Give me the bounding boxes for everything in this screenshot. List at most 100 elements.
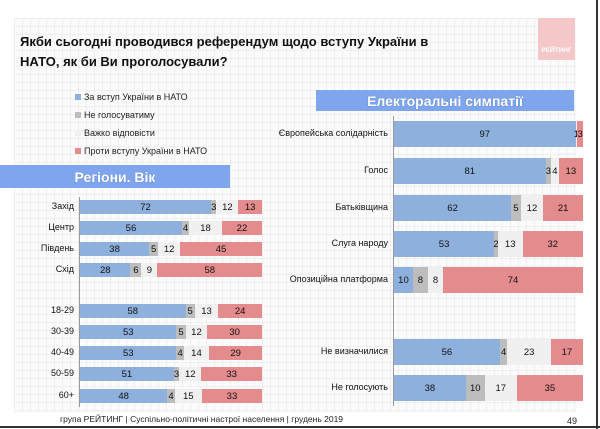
bar-segment-hard: 17 xyxy=(484,375,517,401)
data-label: 13 xyxy=(504,238,516,250)
bar-segment-for: 53 xyxy=(80,346,177,360)
bar-segment-for: 81 xyxy=(394,158,546,184)
bar-segment-hard: 12 xyxy=(158,242,181,256)
legend-item-novote: Не голосуватиму xyxy=(75,106,207,124)
data-label: 35 xyxy=(544,382,556,394)
bar-segment-novote: 3 xyxy=(173,367,180,381)
page-number: 49 xyxy=(567,416,578,426)
bar-segment-hard: 8 xyxy=(428,267,444,293)
bar-segment-for: 53 xyxy=(80,325,177,339)
data-label: 56 xyxy=(125,222,137,234)
bar-segment-against: 24 xyxy=(218,304,262,318)
data-label: 72 xyxy=(140,201,151,213)
data-label: 9 xyxy=(146,264,153,276)
bar-segment-novote: 6 xyxy=(130,263,142,277)
bar-segment-against: 58 xyxy=(157,263,262,277)
bar-segment-for: 51 xyxy=(80,367,174,381)
bar-segment-against: 33 xyxy=(201,367,262,381)
rating-logo: РЕЙТИНГ xyxy=(538,18,575,60)
category-label: Європейська солідарність xyxy=(278,128,388,138)
bar-segment-against: 35 xyxy=(516,375,583,401)
bar-segment-against: 32 xyxy=(522,231,583,257)
category-label: Голос xyxy=(364,165,388,175)
category-label: Південь xyxy=(40,243,74,253)
bar-segment-against: 17 xyxy=(550,339,583,365)
bar-segment-novote: 4 xyxy=(181,221,190,235)
data-label: 15 xyxy=(182,390,194,402)
bar-segment-for: 28 xyxy=(80,263,131,277)
category-label: Батьківщина xyxy=(335,202,388,212)
data-label: 13 xyxy=(565,165,577,177)
data-label: 2 xyxy=(493,238,499,250)
category-label: 40-49 xyxy=(50,347,74,357)
data-label: 45 xyxy=(215,243,227,255)
bar-segment-novote: 5 xyxy=(511,195,521,221)
chart-legend: За вступ України в НАТО Не голосуватиму … xyxy=(75,88,207,160)
bar-segment-hard: 4 xyxy=(551,158,559,184)
bar-segment-hard: 13 xyxy=(194,304,219,318)
data-label: 29 xyxy=(230,347,241,359)
chart-axis xyxy=(393,116,394,406)
data-label: 33 xyxy=(226,368,237,380)
legend-swatch xyxy=(75,130,81,136)
bar-segment-hard: 12 xyxy=(520,195,544,221)
chart-axis xyxy=(79,197,80,407)
category-label: Центр xyxy=(48,222,74,232)
bar-segment-novote: 4 xyxy=(167,389,175,403)
bar-segment-hard: 9 xyxy=(141,263,158,277)
legend-label: Не голосуватиму xyxy=(84,110,155,120)
data-label: 14 xyxy=(191,347,202,359)
slide-border-right xyxy=(596,0,598,429)
bar-segment-for: 38 xyxy=(394,375,466,401)
category-label: Опозиційна платформа xyxy=(289,274,388,284)
legend-swatch xyxy=(75,112,81,118)
bar-segment-against: 13 xyxy=(558,158,583,184)
bar-segment-for: 38 xyxy=(80,242,150,256)
data-label: 21 xyxy=(557,202,569,214)
bar-segment-for: 48 xyxy=(80,389,168,403)
data-label: 8 xyxy=(432,274,439,286)
legend-swatch xyxy=(75,94,81,100)
slide-title: Якби сьогодні проводився референдум щодо… xyxy=(20,34,429,69)
data-label: 23 xyxy=(523,346,535,358)
data-label: 38 xyxy=(109,243,120,255)
data-label: 13 xyxy=(201,305,212,317)
data-label: 18 xyxy=(200,222,211,234)
bar-segment-against: 3 xyxy=(577,121,583,147)
bar-segment-against: 29 xyxy=(209,346,262,360)
bar-segment-hard: 1 xyxy=(574,121,579,147)
bar-segment-novote: 4 xyxy=(176,346,184,360)
bar-segment-against: 45 xyxy=(180,242,262,256)
electoral-header: Електоральні симпатії xyxy=(316,90,574,111)
data-label: 12 xyxy=(222,201,233,213)
data-label: 81 xyxy=(464,165,476,177)
data-label: 58 xyxy=(204,264,216,276)
data-label: 3 xyxy=(173,368,180,380)
data-label: 10 xyxy=(469,382,481,394)
bar-segment-hard: 12 xyxy=(179,367,202,381)
data-label: 3 xyxy=(211,201,217,213)
legend-label: Важко відповісти xyxy=(84,128,155,138)
logo-text: РЕЙТИНГ xyxy=(541,47,572,54)
legend-label: За вступ України в НАТО xyxy=(84,92,188,102)
data-label: 13 xyxy=(244,201,256,213)
bar-segment-against: 74 xyxy=(443,267,583,293)
data-label: 12 xyxy=(163,243,175,255)
bar-segment-novote: 10 xyxy=(465,375,485,401)
data-label: 4 xyxy=(177,347,183,359)
data-label: 12 xyxy=(526,202,538,214)
data-label: 5 xyxy=(187,305,193,317)
data-label: 51 xyxy=(121,368,133,380)
bar-segment-for: 58 xyxy=(80,304,186,318)
legend-item-hard: Важко відповісти xyxy=(75,124,207,142)
data-label: 5 xyxy=(151,243,157,255)
bar-segment-hard: 12 xyxy=(216,200,239,214)
bar-segment-novote: 2 xyxy=(493,231,499,257)
legend-label: Проти вступу України в НАТО xyxy=(84,146,208,156)
bar-segment-novote: 5 xyxy=(176,325,186,339)
data-label: 3 xyxy=(545,165,552,177)
regions-age-header: Регіони. Вік xyxy=(0,165,230,188)
bar-segment-hard: 13 xyxy=(497,231,523,257)
bar-segment-for: 56 xyxy=(80,221,182,235)
bar-segment-for: 97 xyxy=(394,121,576,147)
